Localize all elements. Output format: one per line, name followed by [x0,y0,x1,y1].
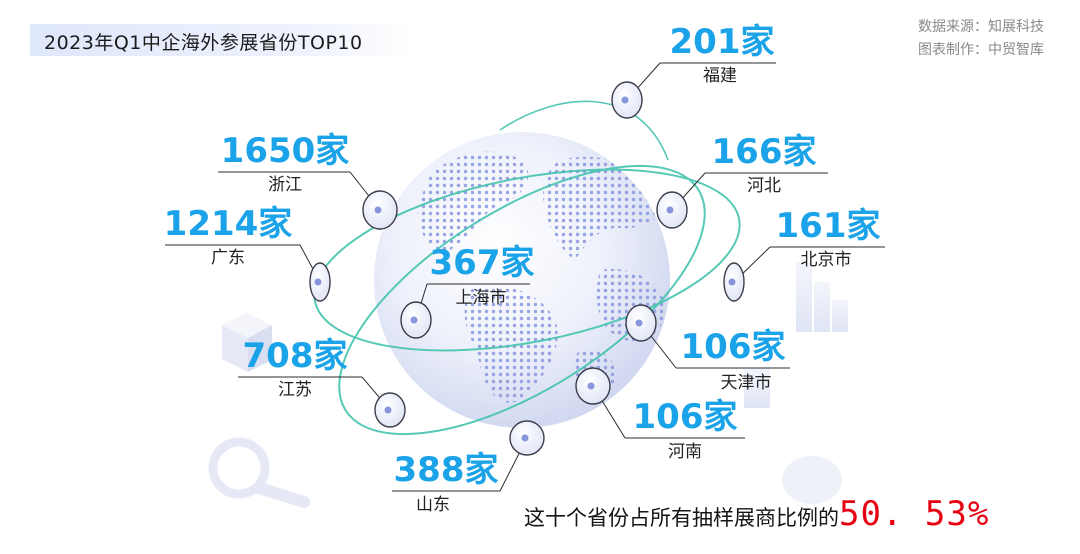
province-label: 河南 [668,442,702,462]
decor-bars [744,262,848,408]
value-label: 1214家 [164,204,293,244]
magnifier-icon [208,437,310,508]
province-labels: 1650家浙江1214家广东708家江苏388家山东367家上海市201家福建1… [164,22,885,515]
province-label: 上海市 [456,288,507,308]
value-label: 166家 [712,132,817,172]
value-label: 388家 [394,450,499,490]
location-pin [509,420,545,456]
value-label: 201家 [670,22,775,62]
value-label: 367家 [430,243,535,283]
value-label: 106家 [633,397,738,437]
province-label: 山东 [416,495,450,515]
value-label: 161家 [776,206,881,246]
location-pin [625,304,657,342]
summary-value: 50. 53% [839,494,990,534]
summary-text: 这十个省份占所有抽样展商比例的 [524,506,839,530]
summary: 这十个省份占所有抽样展商比例的50. 53% [524,494,989,534]
province-label: 福建 [703,66,737,86]
value-label: 708家 [243,336,348,376]
location-pins [309,81,745,456]
location-pin [575,367,611,405]
province-label: 浙江 [268,175,302,195]
location-pin [611,81,643,119]
province-label: 北京市 [801,250,852,270]
province-label: 广东 [211,248,245,268]
location-pin [656,191,688,229]
location-pin [374,392,406,428]
decor-dome [782,456,842,504]
maker-line: 图表制作：中贸智库 [918,42,1044,58]
value-label: 106家 [681,327,786,367]
location-pin [362,190,398,230]
orbit-lines [313,100,741,436]
decor-cube [222,313,272,372]
title-banner [30,24,416,56]
value-label: 1650家 [221,131,350,171]
location-pin [723,262,745,302]
location-pin [400,301,432,339]
province-label: 天津市 [721,373,772,393]
source-line: 数据来源：知展科技 [918,19,1044,35]
page-title: 2023年Q1中企海外参展省份TOP10 [44,32,363,54]
location-pin [309,262,331,302]
province-label: 河北 [747,176,781,196]
province-label: 江苏 [278,380,312,400]
source-note: 数据来源：知展科技 图表制作：中贸智库 [918,16,1044,62]
